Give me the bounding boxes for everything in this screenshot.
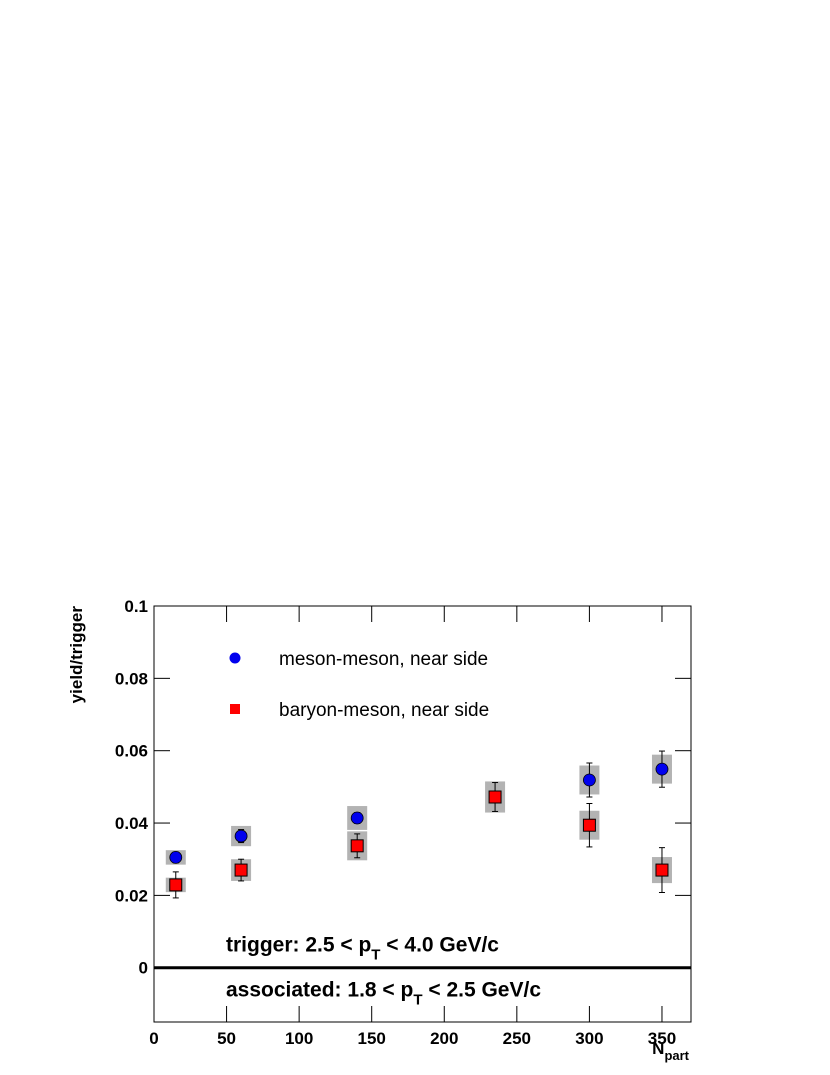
marker — [234, 863, 248, 877]
x-tick-label: 150 — [358, 1029, 386, 1048]
x-tick-label: 200 — [430, 1029, 458, 1048]
annotation-part: < 2.5 GeV/c — [423, 979, 542, 1002]
annotation-part: < 4.0 GeV/c — [380, 934, 499, 957]
x-tick-label: 100 — [285, 1029, 313, 1048]
y-axis-label: yield/trigger — [67, 606, 86, 704]
annotation: associated: 1.8 < pT < 2.5 GeV/c — [226, 979, 541, 1009]
legend-marker — [229, 652, 241, 664]
y-tick-label: 0.04 — [115, 814, 149, 833]
x-axis-label: Npart — [652, 1039, 690, 1063]
marker — [169, 878, 183, 892]
annotation-part: associated: 1.8 < p — [226, 979, 413, 1002]
x-tick-label: 50 — [217, 1029, 236, 1048]
legend-label: meson-meson, near side — [279, 649, 488, 670]
plot-frame — [153, 605, 692, 1023]
y-tick-label: 0.08 — [115, 669, 148, 688]
annotation-part: trigger: 2.5 < p — [226, 934, 371, 957]
annotation-part: T — [413, 992, 422, 1009]
marker — [169, 851, 183, 864]
marker — [350, 839, 364, 853]
marker — [655, 762, 669, 776]
marker — [655, 863, 669, 877]
x-tick-label: 300 — [575, 1029, 603, 1048]
legend-marker — [230, 704, 240, 714]
marker — [350, 811, 364, 825]
x-axis-label-main: N — [652, 1039, 664, 1058]
legend-label: baryon-meson, near side — [279, 700, 489, 721]
marker — [234, 829, 248, 843]
x-tick-label: 350 — [648, 1029, 676, 1048]
marker — [583, 773, 596, 787]
annotation-part: T — [371, 947, 380, 964]
y-tick-label: 0 — [139, 959, 148, 978]
y-tick-label: 0.1 — [124, 597, 148, 616]
x-axis-label-sub: part — [664, 1048, 689, 1063]
annotation: trigger: 2.5 < pT < 4.0 GeV/c — [226, 934, 499, 964]
marker — [582, 818, 596, 832]
x-tick-label: 250 — [503, 1029, 531, 1048]
y-tick-label: 0.06 — [115, 742, 148, 761]
marker — [488, 790, 502, 804]
x-tick-label: 0 — [149, 1029, 158, 1048]
y-tick-label: 0.02 — [115, 886, 148, 905]
